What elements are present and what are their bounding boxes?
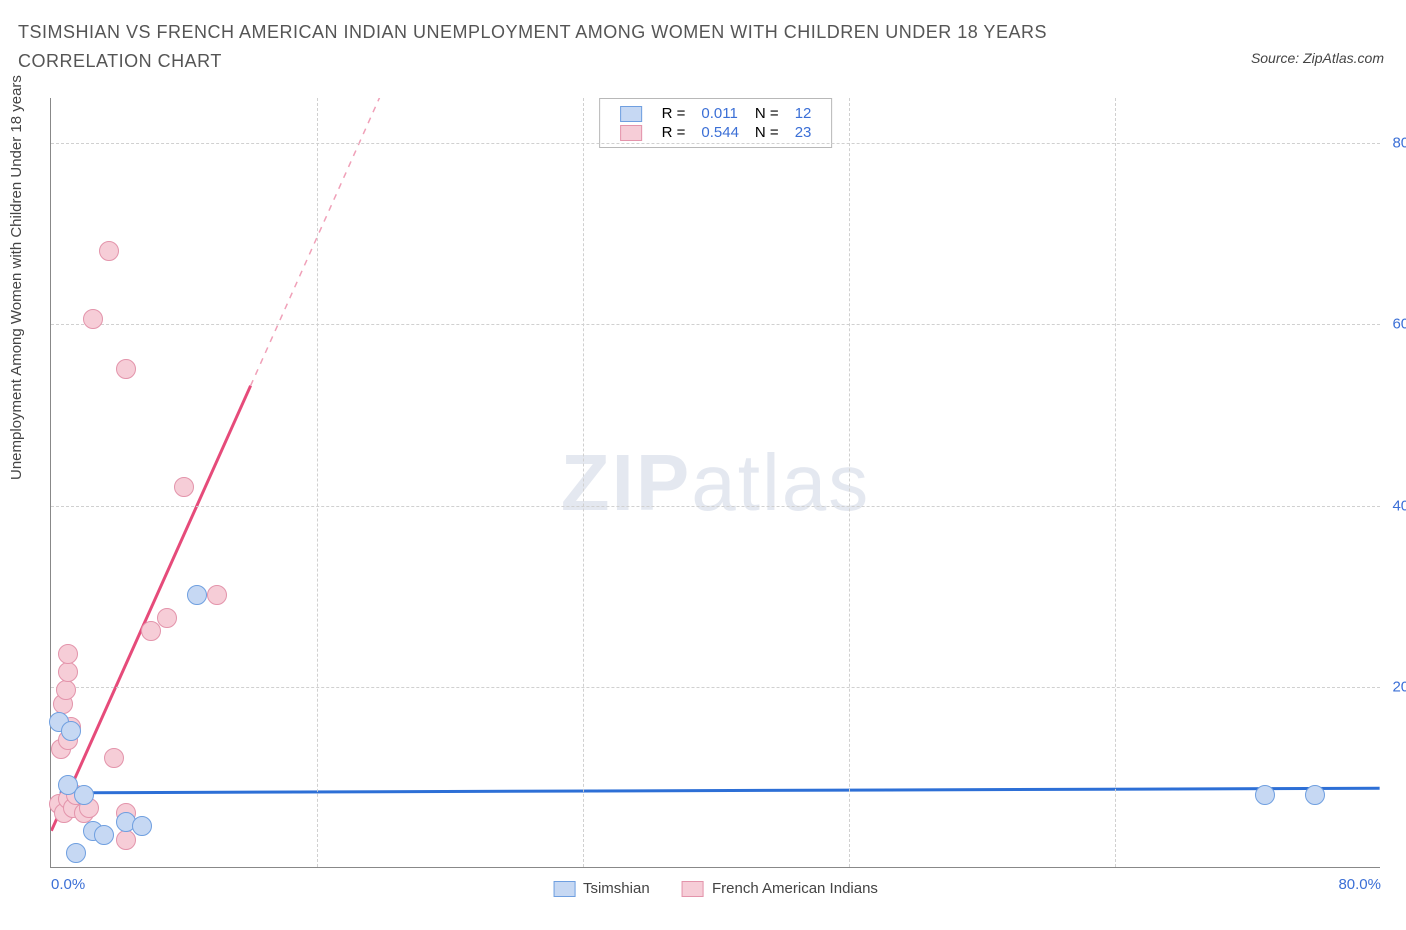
legend-label-french: French American Indians: [712, 880, 878, 897]
grid-line-v: [317, 98, 318, 867]
data-point: [58, 644, 78, 664]
swatch-tsimshian: [620, 106, 642, 122]
data-point: [116, 830, 136, 850]
data-point: [187, 585, 207, 605]
data-point: [83, 309, 103, 329]
data-point: [174, 477, 194, 497]
data-point: [1255, 785, 1275, 805]
n-value-french: 23: [787, 123, 820, 142]
swatch-french: [620, 125, 642, 141]
data-point: [66, 843, 86, 863]
data-point: [132, 816, 152, 836]
grid-line-h: [51, 143, 1380, 144]
grid-line-v: [849, 98, 850, 867]
r-label: R =: [654, 123, 694, 142]
grid-line-h: [51, 687, 1380, 688]
legend-item-tsimshian: Tsimshian: [553, 880, 654, 897]
grid-line-h: [51, 506, 1380, 507]
r-value-french: 0.544: [693, 123, 747, 142]
r-label: R =: [654, 104, 694, 123]
data-point: [116, 359, 136, 379]
grid-line-v: [1115, 98, 1116, 867]
grid-line-v: [583, 98, 584, 867]
n-label: N =: [747, 123, 787, 142]
x-tick-label: 0.0%: [51, 876, 85, 893]
data-point: [1305, 785, 1325, 805]
legend-label-tsimshian: Tsimshian: [583, 880, 650, 897]
watermark-atlas: atlas: [691, 438, 870, 527]
plot-area: ZIPatlas R = 0.011 N = 12 R = 0.544 N = …: [50, 98, 1380, 868]
data-point: [104, 748, 124, 768]
source-attribution: Source: ZipAtlas.com: [1251, 50, 1384, 66]
correlation-legend: R = 0.011 N = 12 R = 0.544 N = 23: [599, 98, 833, 148]
swatch-tsimshian: [553, 881, 575, 897]
y-tick-label: 40.0%: [1385, 497, 1406, 514]
data-point: [74, 785, 94, 805]
legend-row-french: R = 0.544 N = 23: [612, 123, 820, 142]
watermark-zip: ZIP: [561, 438, 691, 527]
watermark: ZIPatlas: [561, 437, 870, 529]
data-point: [141, 621, 161, 641]
data-point: [56, 680, 76, 700]
y-tick-label: 60.0%: [1385, 316, 1406, 333]
legend-row-tsimshian: R = 0.011 N = 12: [612, 104, 820, 123]
y-axis-label: Unemployment Among Women with Children U…: [8, 75, 25, 480]
series-legend: Tsimshian French American Indians: [539, 880, 892, 897]
data-point: [94, 825, 114, 845]
grid-line-h: [51, 324, 1380, 325]
data-point: [157, 608, 177, 628]
data-point: [58, 662, 78, 682]
data-point: [207, 585, 227, 605]
r-value-tsimshian: 0.011: [693, 104, 747, 123]
n-label: N =: [747, 104, 787, 123]
chart-title: TSIMSHIAN VS FRENCH AMERICAN INDIAN UNEM…: [18, 18, 1118, 76]
x-tick-label: 80.0%: [1338, 876, 1381, 893]
y-tick-label: 20.0%: [1385, 678, 1406, 695]
y-tick-label: 80.0%: [1385, 135, 1406, 152]
data-point: [99, 241, 119, 261]
legend-item-french: French American Indians: [682, 880, 878, 897]
n-value-tsimshian: 12: [787, 104, 820, 123]
swatch-french: [682, 881, 704, 897]
data-point: [61, 721, 81, 741]
